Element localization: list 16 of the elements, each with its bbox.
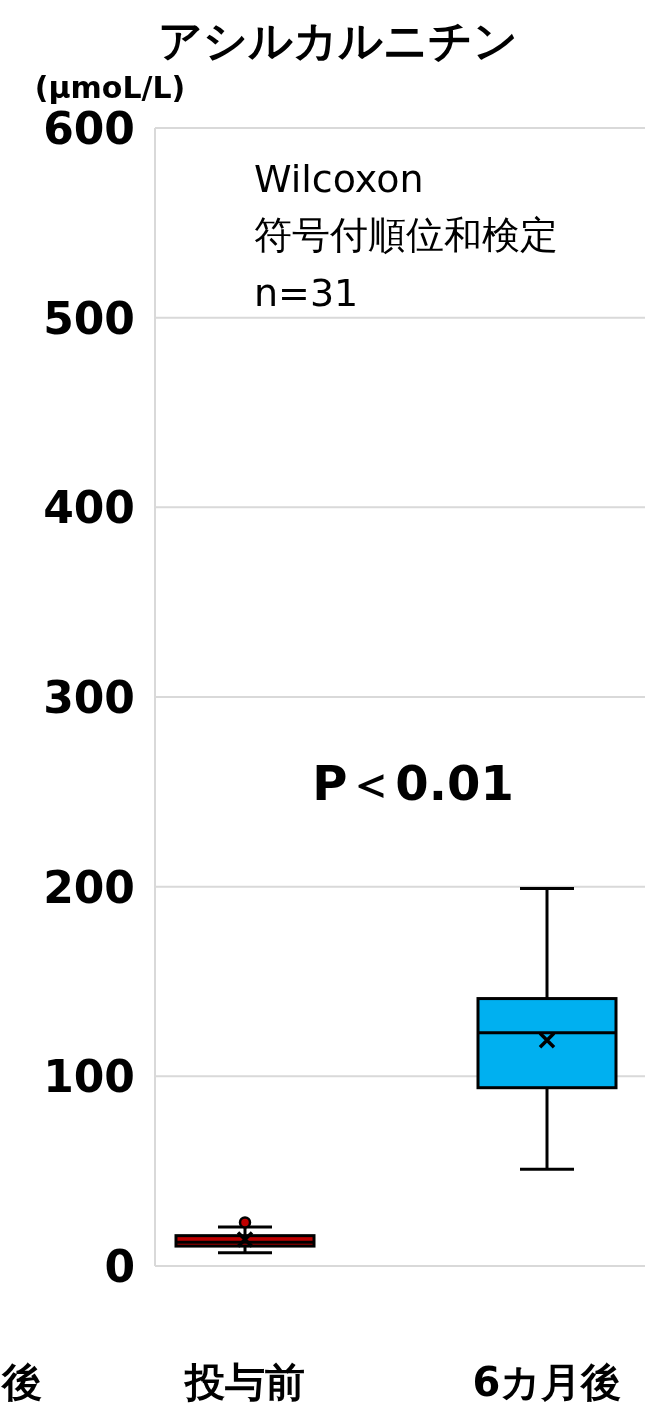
y-tick-label: 600	[43, 103, 135, 154]
y-tick-label: 300	[43, 672, 135, 723]
y-tick-label: 200	[43, 861, 135, 913]
chart-title: アシルカルニチン	[158, 15, 518, 66]
x-tick-label: 6カ月後	[472, 1359, 622, 1405]
x-tick-label: 投与前	[183, 1359, 305, 1405]
annotation: Wilcoxon	[254, 157, 424, 201]
annotation: 符号付順位和検定	[254, 213, 558, 257]
y-tick-label: 400	[43, 482, 135, 534]
y-tick-label: 0	[104, 1241, 135, 1292]
text: 後	[0, 1359, 42, 1405]
y-tick-label: 100	[43, 1051, 135, 1103]
annotation: P＜0.01	[312, 755, 514, 811]
y-axis-title: (μmoL/L)	[34, 70, 186, 105]
annotation: n=31	[254, 271, 359, 315]
y-tick-label: 500	[43, 292, 135, 344]
